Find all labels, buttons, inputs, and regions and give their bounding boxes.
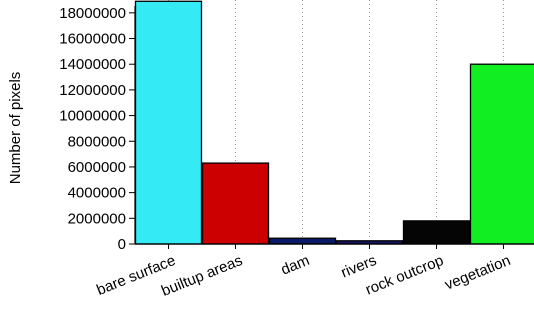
y-tick-label: 8000000 <box>68 133 126 150</box>
bars <box>134 0 534 245</box>
y-tick-label: 14000000 <box>59 56 126 73</box>
bar <box>134 0 203 245</box>
x-tick-label: rock outcrop <box>363 252 446 299</box>
y-tick-label: 0 <box>118 236 126 253</box>
x-tick-label: dam <box>279 252 312 279</box>
y-tick-label: 2000000 <box>68 210 126 227</box>
bar <box>201 162 270 245</box>
x-tick-label: rivers <box>339 252 379 281</box>
bar <box>469 63 534 245</box>
y-tick-label: 16000000 <box>59 31 126 48</box>
bar <box>402 220 471 245</box>
y-tick-label: 6000000 <box>68 159 126 176</box>
axes <box>134 6 534 245</box>
y-tick-label: 18000000 <box>59 5 126 22</box>
y-axis-ticks: 0 2000000 4000000 6000000 8000000 10000000 120… <box>59 5 135 253</box>
y-tick-label: 4000000 <box>68 185 126 202</box>
bar <box>268 237 337 245</box>
y-tick-label: 10000000 <box>59 108 126 125</box>
x-tick-label: vegetation <box>442 252 513 294</box>
y-axis-title: Number of pixels <box>7 72 24 185</box>
y-tick-label: 12000000 <box>59 82 126 99</box>
